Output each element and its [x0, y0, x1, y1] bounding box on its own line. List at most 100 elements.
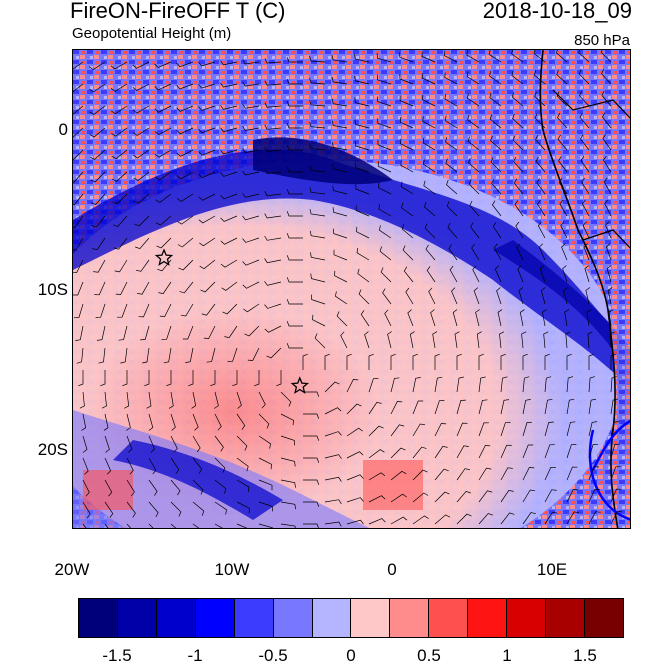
wind-barb [544, 421, 554, 437]
wind-barb [142, 347, 150, 364]
wind-barb [522, 376, 530, 393]
wind-barb [522, 512, 536, 525]
wind-barb [587, 331, 593, 349]
wind-barb [220, 237, 238, 245]
wind-barb [192, 523, 200, 528]
wind-barb [610, 398, 618, 415]
wind-barb [333, 228, 348, 239]
wind-barb [500, 490, 514, 503]
wind-barb [98, 347, 106, 364]
wind-barb [331, 120, 348, 129]
wind-barb [264, 303, 282, 309]
wind-barb [565, 331, 571, 349]
wind-barb [276, 370, 282, 387]
wind-barb [522, 353, 528, 370]
wind-barb [500, 512, 515, 525]
wind-barb [555, 50, 568, 63]
colorbar-cell [273, 599, 313, 637]
wind-barb [588, 488, 600, 503]
wind-barb [82, 479, 90, 497]
wind-barb [412, 469, 428, 481]
wind-barb [124, 391, 130, 409]
wind-barb [500, 467, 513, 481]
wind-barb [122, 370, 128, 387]
wind-barb [236, 435, 248, 451]
wind-barb [303, 391, 320, 397]
wind-barb [236, 413, 246, 430]
wind-barb [588, 466, 599, 481]
wind-barb [456, 376, 464, 393]
wind-barb [264, 213, 282, 219]
wind-barb [303, 523, 319, 528]
wind-barb [286, 79, 303, 85]
wind-barb [94, 281, 106, 296]
wind-barb [588, 421, 598, 437]
wind-barb [227, 347, 238, 362]
wind-barb [73, 215, 84, 228]
wind-barb [588, 398, 597, 415]
wind-barb [540, 287, 546, 305]
wind-barb [534, 113, 546, 129]
wind-barb [111, 171, 128, 182]
wind-barb [224, 325, 238, 338]
wind-barb [422, 116, 436, 129]
wind-barb [264, 325, 282, 333]
wind-barb [286, 57, 303, 63]
map-panel[interactable] [72, 49, 631, 529]
colorbar-cell [234, 599, 274, 637]
wind-barb [354, 97, 370, 107]
wind-barb [220, 215, 238, 222]
wind-barb [286, 277, 303, 283]
colorbar-cell [79, 599, 118, 637]
wind-barb [493, 243, 502, 261]
wind-barb [140, 325, 150, 341]
wind-barb [132, 127, 150, 136]
wind-barb [588, 443, 599, 459]
wind-barb [155, 171, 172, 181]
cold-anomaly-band [73, 149, 630, 389]
wind-barb [82, 501, 91, 519]
wind-barb [448, 244, 458, 261]
wind-barb [103, 413, 109, 431]
wind-barb [582, 221, 590, 239]
wind-barb [324, 521, 342, 527]
wind-barb [112, 215, 128, 227]
wind-barb [368, 495, 386, 503]
wind-barb [340, 331, 348, 349]
wind-barb [242, 148, 260, 154]
wind-barb [478, 513, 494, 525]
wind-barb [425, 244, 436, 261]
wind-barb [500, 399, 510, 415]
wind-barb [511, 70, 524, 85]
wind-barb [324, 476, 342, 482]
wind-barb [446, 179, 458, 195]
wind-barb [332, 142, 348, 151]
wind-barb [518, 287, 524, 305]
wind-barb [346, 497, 364, 503]
wind-barb [309, 187, 326, 195]
colorbar-cell [312, 599, 352, 637]
wind-barb [566, 511, 580, 525]
wind-barb [602, 134, 612, 151]
wind-barb [113, 237, 128, 250]
wind-barb [535, 156, 546, 173]
wind-barb [303, 457, 320, 463]
wind-barb [466, 50, 480, 63]
wind-barb [512, 135, 524, 151]
wind-barb [242, 193, 260, 198]
wind-barb [192, 457, 203, 474]
wind-barb [232, 370, 238, 387]
plot-subtitle: Geopotential Height (m) [72, 25, 232, 42]
wind-barb [538, 243, 546, 261]
wind-barb [434, 423, 447, 437]
wind-barb [336, 311, 348, 327]
wind-barb [135, 259, 150, 272]
wind-barb [154, 127, 172, 136]
wind-barb [588, 511, 601, 525]
wind-barb [132, 83, 150, 92]
wind-barb [182, 325, 194, 340]
wind-barb [91, 215, 106, 228]
wind-barb [412, 353, 418, 370]
wind-barb [220, 82, 238, 88]
wind-barb [407, 309, 414, 327]
